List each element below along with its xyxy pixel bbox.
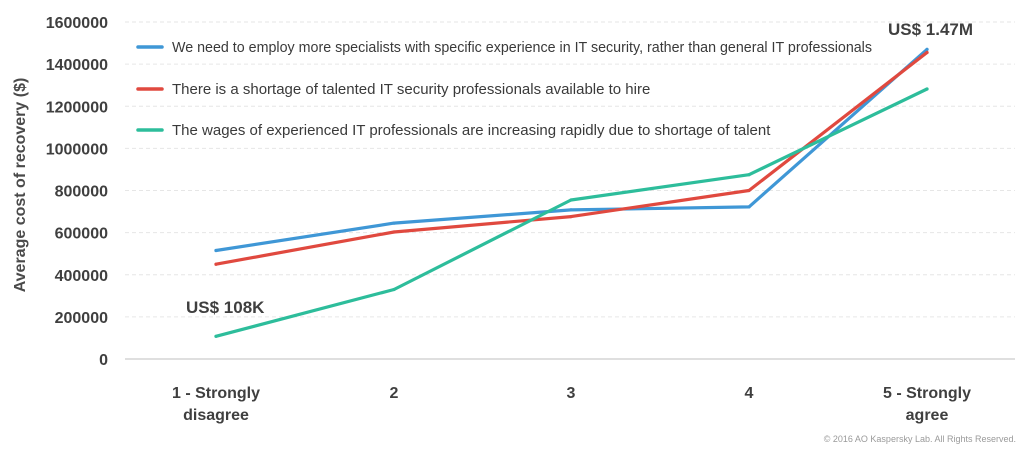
y-tick-label: 1000000 <box>46 141 108 158</box>
legend: We need to employ more specialists with … <box>136 39 872 139</box>
data-point <box>569 208 573 212</box>
y-tick-label: 800000 <box>55 184 108 201</box>
y-tick-label: 1600000 <box>46 15 108 32</box>
data-point <box>392 221 396 225</box>
y-tick-label: 400000 <box>55 268 108 285</box>
data-point <box>214 334 218 338</box>
legend-label: We need to employ more specialists with … <box>172 39 872 56</box>
series-line-1 <box>214 47 929 253</box>
data-point <box>925 50 929 55</box>
y-axis-label: Average cost of recovery ($) <box>12 78 29 293</box>
y-tick-label: 0 <box>99 352 108 369</box>
y-tick-label: 600000 <box>55 226 108 243</box>
legend-label: The wages of experienced IT professional… <box>172 122 771 139</box>
data-point <box>214 248 218 253</box>
data-point <box>569 198 573 202</box>
y-axis-ticks: 0 200000 400000 600000 800000 1000000 1200000 1… <box>46 15 108 369</box>
annotation-high: US$ 1.47M <box>888 20 973 39</box>
data-point <box>392 287 396 292</box>
copyright-notice: © 2016 AO Kaspersky Lab. All Rights Rese… <box>824 434 1016 444</box>
data-point <box>747 173 751 177</box>
x-tick-label: 3 <box>567 385 576 402</box>
x-tick-label: 5 - Strongly agree <box>883 385 971 424</box>
data-point <box>747 205 751 209</box>
data-point <box>925 87 929 91</box>
x-tick-label: 2 <box>390 385 399 402</box>
y-tick-label: 200000 <box>55 310 108 327</box>
data-point <box>925 47 929 52</box>
series-lines <box>214 47 929 338</box>
data-point <box>214 262 218 266</box>
annotation-low: US$ 108K <box>186 298 265 317</box>
y-tick-label: 1200000 <box>46 99 108 116</box>
x-tick-label: 4 <box>745 385 754 402</box>
y-tick-label: 1400000 <box>46 57 108 74</box>
x-tick-label: 1 - Strongly disagree <box>172 385 260 424</box>
x-axis-ticks: 1 - Strongly disagree 2 3 4 5 - Strongly agree <box>172 385 971 424</box>
grid-lines <box>125 21 1015 318</box>
data-point <box>569 215 573 219</box>
data-point <box>392 230 396 234</box>
legend-label: There is a shortage of talented IT secur… <box>172 81 650 98</box>
data-point <box>747 188 751 193</box>
